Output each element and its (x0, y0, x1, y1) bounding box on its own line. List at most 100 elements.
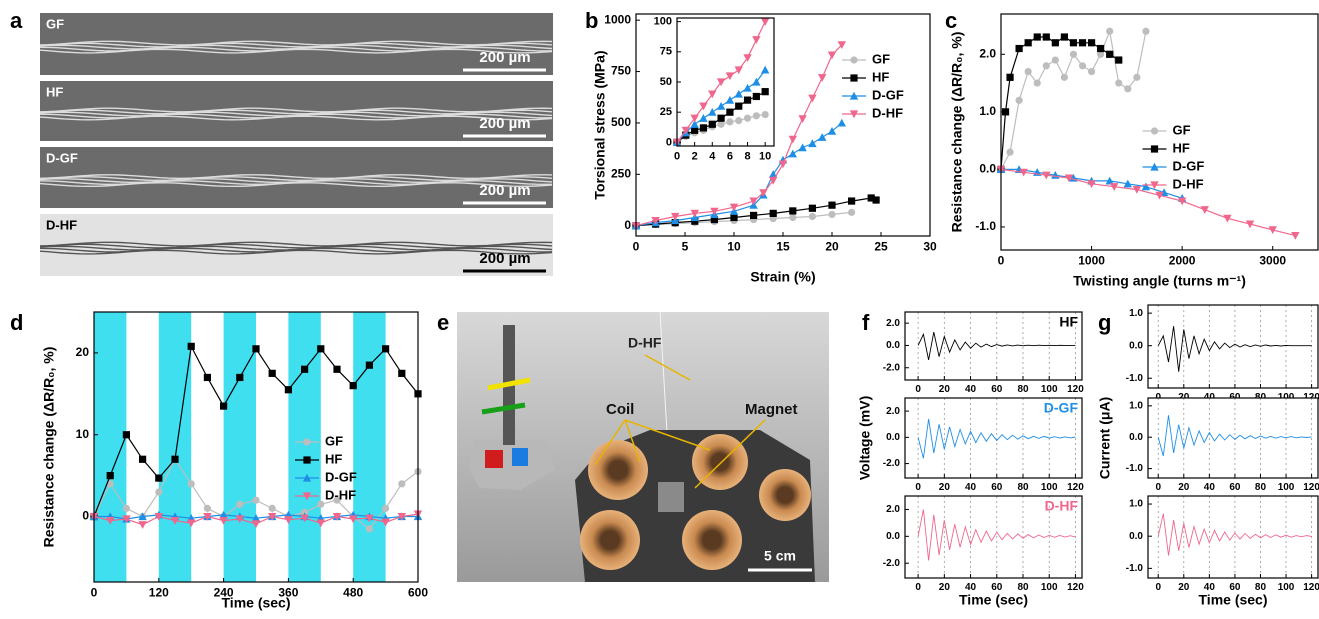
data-point (726, 108, 734, 116)
legend-marker (303, 456, 311, 464)
data-point (818, 133, 827, 141)
data-point (1268, 226, 1277, 235)
data-point (708, 107, 717, 116)
data-point (848, 197, 856, 205)
data-point (1064, 174, 1074, 183)
data-point (170, 517, 180, 525)
y-tick-label: 100 (654, 16, 672, 28)
data-point (734, 89, 743, 98)
x-tick-label: 0 (915, 482, 921, 493)
data-point (1015, 96, 1023, 104)
x-tick-label: 100 (1041, 482, 1058, 493)
data-point (789, 213, 797, 222)
data-point (1042, 62, 1050, 70)
y-axis-label: Resistance change (ΔR/R₀, %) (41, 347, 57, 548)
data-point (1132, 185, 1142, 194)
data-point (122, 431, 130, 439)
x-tick-label: 2000 (1169, 254, 1196, 268)
axes-frame (904, 311, 1083, 381)
y-axis-label: Torsional stress (MPa) (592, 50, 608, 199)
data-point (381, 518, 390, 527)
data-point (734, 66, 743, 75)
data-point (798, 143, 807, 152)
y-tick-label: -1.0 (1126, 373, 1144, 384)
data-point (171, 455, 179, 463)
panel-letter: f (862, 310, 870, 335)
data-point (1069, 50, 1078, 58)
data-point (1033, 79, 1041, 87)
x-tick-label: 120 (1303, 482, 1319, 493)
series-line (635, 122, 843, 227)
x-tick-label: 120 (1067, 384, 1084, 395)
x-tick-label: 4 (709, 150, 716, 162)
data-point (1015, 44, 1023, 53)
legend-label: D-HF (1173, 176, 1204, 191)
data-point (317, 500, 325, 508)
x-tick-label: 600 (408, 586, 428, 600)
data-point (752, 112, 760, 120)
data-point (725, 95, 735, 104)
data-point (735, 102, 743, 110)
data-point (735, 117, 743, 125)
scale-bar-label: 5 cm (764, 548, 796, 564)
shaded-interval (288, 312, 321, 582)
rotation-arrow (487, 377, 531, 391)
x-tick-label: 0 (91, 586, 98, 600)
data-point (382, 504, 390, 512)
data-point (236, 373, 244, 382)
data-point (827, 51, 837, 60)
data-point (203, 504, 211, 512)
data-point (743, 54, 752, 63)
data-point (761, 111, 769, 119)
panel-letter: e (437, 310, 449, 335)
y-tick-label: 750 (611, 64, 631, 78)
legend-marker (1150, 181, 1159, 190)
arrow (624, 419, 711, 451)
arrow (644, 354, 691, 381)
y-axis-label: Current (μA) (1097, 397, 1113, 479)
data-point (1060, 33, 1068, 41)
data-point (828, 201, 836, 209)
data-point (729, 203, 739, 212)
fiber-strand (39, 174, 553, 179)
data-point (139, 455, 147, 463)
x-tick-label: 3000 (1259, 254, 1286, 268)
coil (692, 434, 748, 490)
y-tick-label: 0 (624, 218, 631, 232)
data-point (301, 365, 309, 373)
y-tick-label: 250 (611, 167, 631, 181)
data-point (138, 521, 147, 529)
data-point (808, 94, 817, 103)
data-point (743, 83, 752, 92)
y-tick-label: 25 (660, 106, 672, 118)
data-point (1105, 176, 1114, 185)
y-tick-label: 0.0 (1129, 340, 1143, 351)
fiber-strand (39, 249, 553, 255)
data-point (1115, 79, 1123, 87)
data-point (155, 474, 163, 482)
y-tick-label: 0 (666, 136, 672, 148)
data-point (710, 215, 718, 224)
image-label: D-HF (46, 217, 77, 232)
x-tick-label: 20 (825, 240, 839, 254)
data-point (752, 36, 761, 44)
data-point (365, 361, 373, 369)
legend-label: GF (325, 433, 343, 448)
x-tick-label: 60 (1229, 582, 1241, 593)
y-axis-label: Resistance change (ΔR/R₀, %) (949, 32, 965, 233)
legend-label: D-GF (872, 87, 904, 102)
scale-bar-label: 200 µm (479, 115, 530, 132)
legend-label: D-HF (325, 487, 356, 502)
y-tick-label: 2.0 (886, 318, 900, 329)
x-axis-label: Time (sec) (959, 592, 1028, 608)
data-point (716, 101, 726, 110)
data-point (154, 512, 163, 521)
axes-frame (676, 17, 775, 147)
data-point (699, 102, 708, 111)
series-line (917, 418, 1076, 459)
data-point (749, 197, 758, 206)
fiber (659, 311, 669, 451)
data-point (1106, 50, 1114, 58)
panel-letter: g (1098, 310, 1111, 335)
